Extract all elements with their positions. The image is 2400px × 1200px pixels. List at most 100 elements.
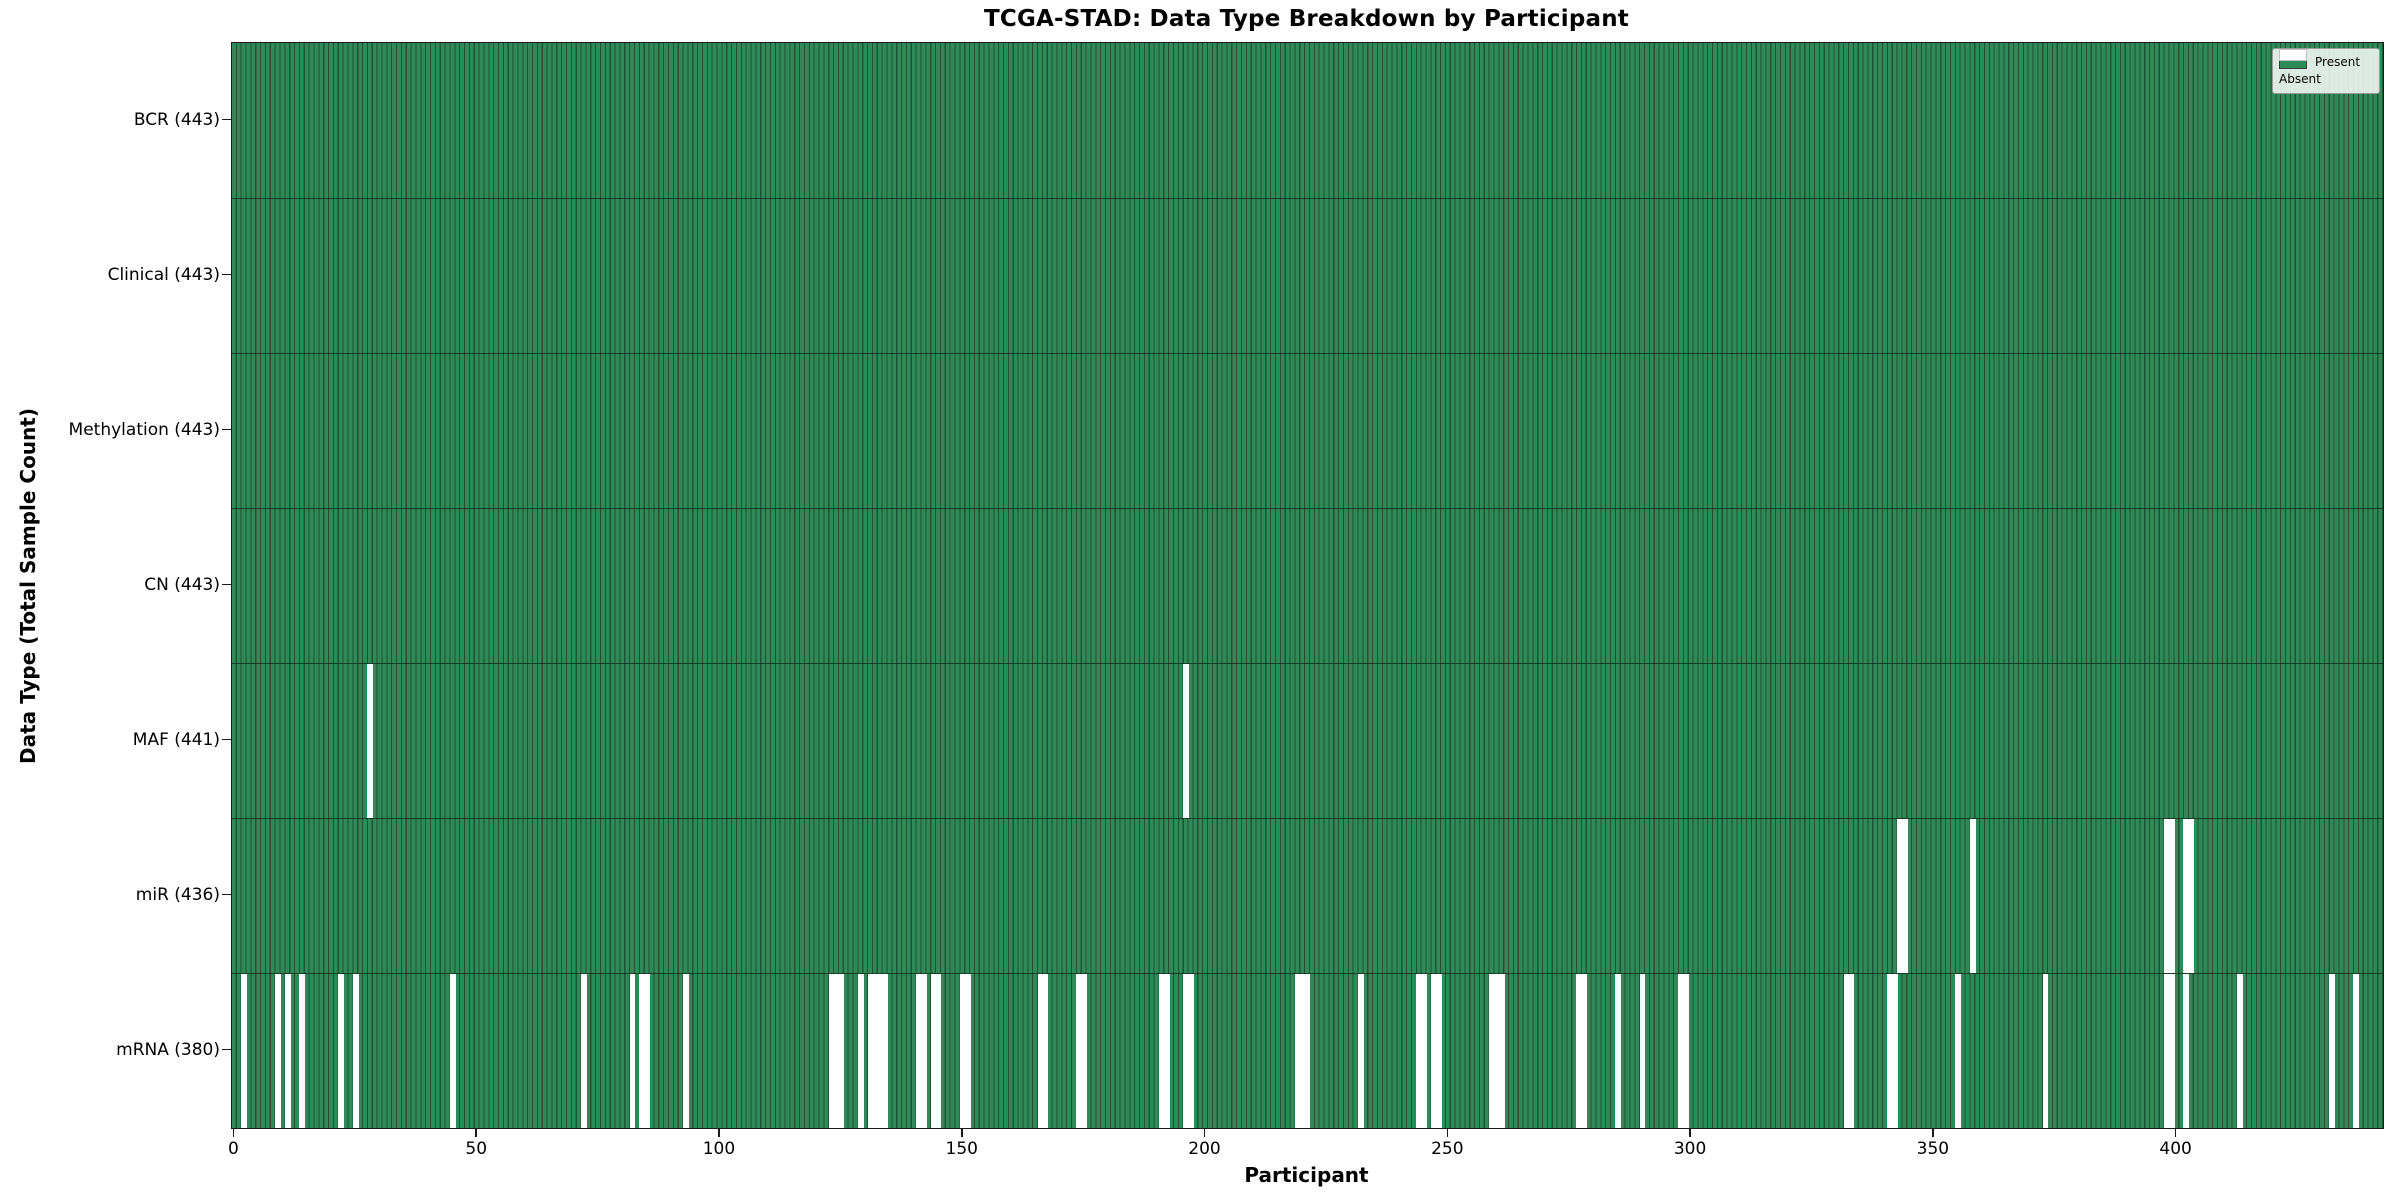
absent-mark [935,974,942,1128]
absent-mark [1304,974,1311,1128]
absent-mark [1183,974,1190,1128]
absent-mark [683,974,689,1128]
absent-mark [1076,974,1083,1128]
x-tick-mark [1203,1128,1206,1137]
y-tick-label-MAF: MAF (441) [132,729,220,750]
absent-mark [2164,819,2170,973]
absent-mark [920,974,927,1128]
row-MAF [232,663,2383,818]
chart-title: TCGA-STAD: Data Type Breakdown by Partic… [983,6,1629,32]
x-tick-label-50: 50 [465,1139,488,1159]
plot-area [231,42,2384,1129]
row-BCR [232,43,2383,198]
row-CN [232,508,2383,663]
x-tick-label-100: 100 [702,1139,736,1159]
absent-mark [2353,974,2360,1128]
absent-mark [1896,819,1903,973]
absent-mark [828,974,835,1128]
absent-mark [1299,974,1306,1128]
x-tick-label-150: 150 [945,1139,978,1159]
y-tick-mark [222,273,231,276]
legend-entry-absent: Absent [2279,49,2372,88]
absent-mark [1081,974,1088,1128]
absent-mark [1489,974,1495,1128]
absent-mark [1430,974,1437,1128]
absent-mark [367,664,374,818]
absent-mark [2164,974,2170,1128]
absent-mark [1887,974,1894,1128]
absent-mark [1042,974,1049,1128]
absent-mark [1357,974,1364,1128]
x-tick-mark [1446,1128,1449,1137]
y-tick-mark [222,428,231,431]
legend-absent-swatch-icon [2279,49,2307,61]
absent-mark [2188,819,2195,973]
y-tick-mark [222,583,231,586]
absent-mark [299,974,306,1128]
absent-mark [959,974,966,1128]
absent-mark [284,974,291,1128]
y-tick-mark [222,893,231,896]
x-tick-mark [232,1128,235,1137]
absent-mark [930,974,937,1128]
absent-mark [241,974,248,1128]
absent-mark [1498,974,1505,1128]
row-Methylation [232,353,2383,508]
absent-mark [872,974,879,1128]
x-axis-title: Participant [1244,1163,1369,1187]
absent-mark [1892,974,1898,1128]
absent-mark [1493,974,1500,1128]
absent-mark [449,974,456,1128]
absent-mark [2183,819,2190,973]
absent-mark [352,974,359,1128]
absent-mark [2168,819,2175,973]
absent-mark [964,974,971,1128]
absent-mark [1294,974,1301,1128]
absent-mark [1955,974,1962,1128]
row-mRNA [232,973,2383,1128]
row-miR [232,818,2383,973]
absent-mark [1163,974,1170,1128]
absent-mark [1581,974,1588,1128]
absent-mark [867,974,874,1128]
absent-mark [338,974,345,1128]
absent-mark [1183,664,1190,818]
x-tick-mark [2174,1128,2177,1137]
absent-mark [1848,974,1855,1128]
x-tick-label-200: 200 [1188,1139,1221,1159]
absent-mark [1421,974,1427,1128]
absent-mark [877,974,884,1128]
absent-mark [1576,974,1583,1128]
absent-mark [1843,974,1850,1128]
absent-mark [1158,974,1165,1128]
absent-mark [581,974,587,1128]
y-tick-label-BCR: BCR (443) [133,109,220,130]
absent-mark [2042,974,2049,1128]
absent-mark [882,974,888,1128]
absent-mark [2168,974,2175,1128]
absent-mark [1188,974,1194,1128]
y-tick-label-mRNA: mRNA (380) [116,1039,220,1060]
absent-mark [1435,974,1442,1128]
absent-mark [2183,974,2190,1128]
x-tick-label-0: 0 [228,1139,239,1159]
x-tick-label-250: 250 [1431,1139,1464,1159]
y-tick-mark [222,738,231,741]
absent-mark [639,974,646,1128]
absent-mark [2329,974,2335,1128]
y-tick-label-Clinical: Clinical (443) [107,264,220,285]
absent-mark [2236,974,2243,1128]
x-tick-mark [961,1128,963,1137]
y-tick-label-Methylation: Methylation (443) [68,419,220,440]
absent-mark [1615,974,1622,1128]
row-Clinical [232,198,2383,353]
y-tick-label-miR: miR (436) [135,884,220,905]
legend-present-label: Present [2315,55,2361,69]
absent-mark [275,974,282,1128]
y-tick-mark [222,1048,231,1051]
x-tick-label-300: 300 [1673,1139,1707,1159]
absent-mark [857,974,864,1128]
absent-mark [1678,974,1685,1128]
x-tick-label-350: 350 [1916,1139,1950,1159]
